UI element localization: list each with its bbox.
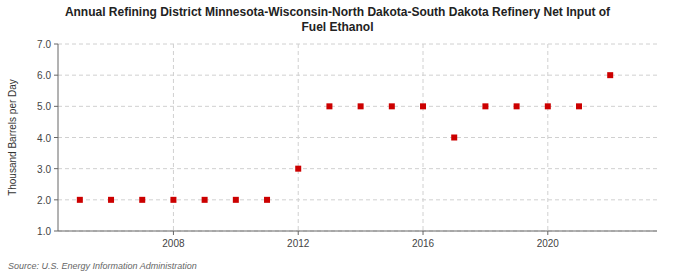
tick <box>547 231 548 235</box>
tick-label: 7.0 <box>37 39 51 50</box>
point <box>108 197 114 203</box>
chart: Annual Refining District Minnesota-Wisco… <box>0 0 675 275</box>
tick-label: 3.0 <box>37 164 51 175</box>
tick-label: 2020 <box>537 238 560 249</box>
tick-label: 5.0 <box>37 101 51 112</box>
tick-label: 2.0 <box>37 195 51 206</box>
tick <box>423 231 424 235</box>
tick <box>54 106 58 107</box>
point <box>389 103 395 109</box>
tick <box>173 231 174 235</box>
tick-label: 4.0 <box>37 133 51 144</box>
y-axis <box>58 44 59 231</box>
grid-line <box>58 44 657 45</box>
grid-line <box>423 44 424 231</box>
tick-label: 2008 <box>162 238 185 249</box>
point <box>139 197 145 203</box>
point <box>576 103 582 109</box>
grid-line <box>547 44 548 231</box>
tick <box>54 199 58 200</box>
title: Annual Refining District Minnesota-Wisco… <box>65 5 611 34</box>
tick-label: 1.0 <box>37 226 51 237</box>
point <box>233 197 239 203</box>
point <box>482 103 488 109</box>
grid-line <box>173 44 174 231</box>
point <box>451 135 457 141</box>
tick-label: 2012 <box>287 238 310 249</box>
tick-label: 6.0 <box>37 70 51 81</box>
point <box>77 197 83 203</box>
points <box>77 72 613 203</box>
grid-line <box>58 137 657 138</box>
axis-label: Thousand Barrels per Day <box>7 79 18 196</box>
grid-line <box>58 231 657 232</box>
grid-line <box>298 44 299 231</box>
point <box>358 103 364 109</box>
grid-line <box>58 106 657 107</box>
point <box>326 103 332 109</box>
source: Source: U.S. Energy Information Administ… <box>8 261 197 271</box>
point <box>170 197 176 203</box>
tick <box>54 44 58 45</box>
tick <box>54 231 58 232</box>
tick <box>54 75 58 76</box>
point <box>264 197 270 203</box>
x-axis <box>58 231 657 232</box>
grid-line <box>58 75 657 76</box>
tick-label: 2016 <box>412 238 435 249</box>
tick <box>54 168 58 169</box>
point <box>514 103 520 109</box>
point <box>420 103 426 109</box>
point <box>295 166 301 172</box>
grid-line <box>58 168 657 169</box>
tick <box>54 137 58 138</box>
point <box>202 197 208 203</box>
tick <box>298 231 299 235</box>
grid-line <box>58 199 657 200</box>
point <box>607 72 613 78</box>
point <box>545 103 551 109</box>
